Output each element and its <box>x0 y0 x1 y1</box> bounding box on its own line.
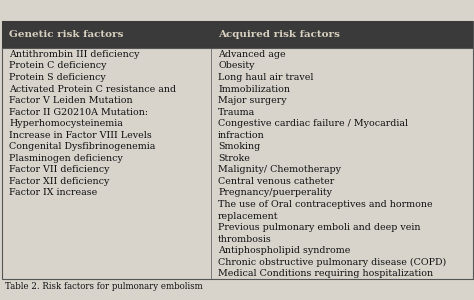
Text: Stroke: Stroke <box>218 154 250 163</box>
Bar <box>2 21 473 279</box>
Text: Pregnancy/puerperality: Pregnancy/puerperality <box>218 188 332 197</box>
Text: Protein S deficiency: Protein S deficiency <box>9 73 106 82</box>
Text: Increase in Factor VIII Levels: Increase in Factor VIII Levels <box>9 131 152 140</box>
Text: Obesity: Obesity <box>218 61 255 70</box>
Text: Factor V Leiden Mutation: Factor V Leiden Mutation <box>9 96 133 105</box>
Text: Factor VII deficiency: Factor VII deficiency <box>9 165 110 174</box>
Text: Activated Protein C resistance and: Activated Protein C resistance and <box>9 85 177 94</box>
Text: Congenital Dysfibrinogenemia: Congenital Dysfibrinogenemia <box>9 142 156 151</box>
Text: Protein C deficiency: Protein C deficiency <box>9 61 107 70</box>
Text: Factor II G20210A Mutation:: Factor II G20210A Mutation: <box>9 108 149 117</box>
Bar <box>2 21 473 48</box>
Text: Chronic obstructive pulmonary disease (COPD): Chronic obstructive pulmonary disease (C… <box>218 258 447 267</box>
Text: Congestive cardiac failure / Myocardial: Congestive cardiac failure / Myocardial <box>218 119 408 128</box>
Text: Factor XII deficiency: Factor XII deficiency <box>9 177 110 186</box>
Text: Factor IX increase: Factor IX increase <box>9 188 98 197</box>
Text: thrombosis: thrombosis <box>218 235 272 244</box>
Text: Medical Conditions requiring hospitalization: Medical Conditions requiring hospitaliza… <box>218 269 433 278</box>
Text: Antithrombin III deficiency: Antithrombin III deficiency <box>9 50 140 59</box>
Text: Genetic risk factors: Genetic risk factors <box>9 30 124 39</box>
Text: infraction: infraction <box>218 131 265 140</box>
Text: Immobilization: Immobilization <box>218 85 290 94</box>
Text: Long haul air travel: Long haul air travel <box>218 73 313 82</box>
Text: Major surgery: Major surgery <box>218 96 287 105</box>
Text: The use of Oral contraceptives and hormone: The use of Oral contraceptives and hormo… <box>218 200 433 209</box>
Text: Smoking: Smoking <box>218 142 260 151</box>
Text: Previous pulmonary emboli and deep vein: Previous pulmonary emboli and deep vein <box>218 223 420 232</box>
Text: Antiphospholipid syndrome: Antiphospholipid syndrome <box>218 246 350 255</box>
Text: Trauma: Trauma <box>218 108 255 117</box>
Text: Hyperhomocysteinemia: Hyperhomocysteinemia <box>9 119 123 128</box>
Text: Plasminogen deficiency: Plasminogen deficiency <box>9 154 123 163</box>
Text: Advanced age: Advanced age <box>218 50 286 59</box>
Text: replacement: replacement <box>218 212 279 220</box>
Text: Acquired risk factors: Acquired risk factors <box>218 30 340 39</box>
Text: Malignity/ Chemotherapy: Malignity/ Chemotherapy <box>218 165 341 174</box>
Text: Central venous catheter: Central venous catheter <box>218 177 334 186</box>
Text: Table 2. Risk factors for pulmonary embolism: Table 2. Risk factors for pulmonary embo… <box>5 282 202 291</box>
